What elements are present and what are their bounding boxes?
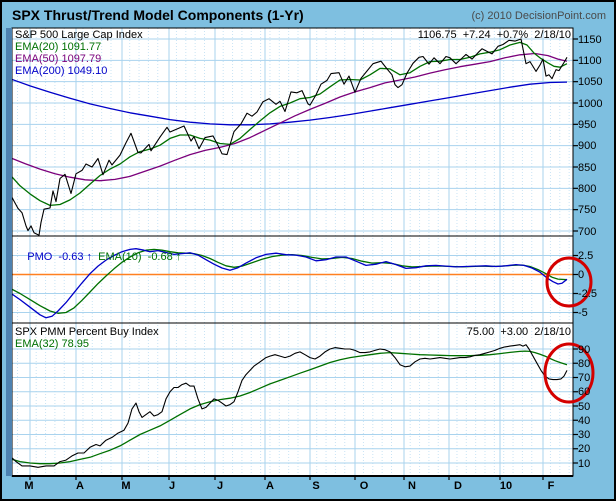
red-circle-annotation bbox=[543, 342, 595, 404]
red-circle-annotation bbox=[545, 256, 593, 308]
legend-ema200: EMA(200) 1049.10 bbox=[15, 65, 108, 77]
pmo-value-label: PMO -0.63 bbox=[27, 251, 87, 263]
series-pmo bbox=[9, 248, 568, 319]
series-percent-buy-index bbox=[9, 344, 568, 468]
y-axis-label: 40 bbox=[578, 414, 591, 427]
x-axis-month-label: F bbox=[547, 480, 555, 492]
y-axis-label: 900 bbox=[578, 140, 597, 153]
x-axis-month-label: M bbox=[121, 480, 131, 492]
y-axis-label: 950 bbox=[578, 118, 597, 131]
y-axis-label: 30 bbox=[578, 429, 591, 441]
price-quote: 1106.75 +7.24 +0.7% 2/18/10 bbox=[417, 29, 571, 41]
copyright-notice: (c) 2010 DecisionPoint.com bbox=[471, 10, 606, 22]
y-axis-label: 20 bbox=[578, 443, 591, 456]
y-axis-label: 700 bbox=[578, 225, 597, 238]
y-axis-label: 2.5 bbox=[578, 250, 594, 262]
price-panel-label: S&P 500 Large Cap Index bbox=[15, 29, 143, 41]
pbi-panel-label: SPX PMM Percent Buy Index bbox=[15, 326, 159, 338]
y-axis-label: -2.5 bbox=[578, 288, 597, 300]
legend-ema50: EMA(50) 1097.79 bbox=[15, 53, 102, 65]
y-axis-label: 90 bbox=[578, 343, 591, 356]
pmo-up-arrow-icon: ↑ bbox=[86, 251, 93, 263]
x-axis-month-label: A bbox=[76, 480, 84, 492]
x-axis-month-label: O bbox=[359, 480, 369, 492]
y-axis-label: 750 bbox=[578, 204, 597, 217]
x-axis-month-label: A bbox=[266, 480, 274, 492]
left-accent-strip bbox=[6, 28, 12, 476]
y-axis-label: -5 bbox=[578, 307, 588, 319]
pmo-panel-labels: PMO -0.63 ↑ EMA(10) -0.68 ↑ bbox=[15, 239, 181, 275]
legend-ema32: EMA(32) 78.95 bbox=[15, 338, 89, 350]
y-axis-label: 850 bbox=[578, 161, 597, 174]
y-axis-label: 50 bbox=[578, 400, 591, 413]
legend-ema20: EMA(20) 1091.77 bbox=[15, 41, 102, 53]
x-axis-month-label: N bbox=[408, 480, 416, 492]
pmo-ema-up-arrow-icon: ↑ bbox=[175, 251, 182, 263]
series-ema-32- bbox=[9, 350, 568, 465]
y-axis-label: 1000 bbox=[578, 97, 603, 110]
y-axis-label: 800 bbox=[578, 182, 597, 195]
x-axis-month-label: J bbox=[168, 480, 176, 492]
y-axis-label: 1100 bbox=[578, 54, 602, 67]
y-axis-label: 0 bbox=[578, 269, 585, 281]
x-axis-month-label: J bbox=[216, 480, 224, 492]
series-ema-50- bbox=[9, 52, 568, 182]
y-axis-label: 80 bbox=[578, 357, 591, 370]
panel-bg-0 bbox=[12, 28, 573, 236]
x-axis-month-label: M bbox=[24, 480, 34, 492]
panel-bg-1 bbox=[12, 236, 573, 323]
y-axis-label: 1050 bbox=[578, 76, 603, 89]
series-spx-close bbox=[9, 38, 568, 236]
x-axis-month-label: 10 bbox=[499, 480, 513, 492]
panel-bg-2 bbox=[12, 323, 573, 476]
series-ema-200- bbox=[9, 78, 568, 126]
pbi-quote: 75.00 +3.00 2/18/10 bbox=[466, 326, 571, 338]
y-axis-label: 10 bbox=[578, 457, 591, 470]
x-axis-month-label: S bbox=[312, 480, 320, 492]
chart-title: SPX Thrust/Trend Model Components (1-Yr) bbox=[12, 7, 304, 23]
y-axis-label: 70 bbox=[578, 372, 591, 384]
y-axis-label: 1150 bbox=[578, 33, 602, 46]
y-axis-label: 60 bbox=[578, 386, 591, 399]
x-axis-month-label: D bbox=[454, 480, 462, 492]
pmo-ema-value-label: EMA(10) -0.68 bbox=[92, 251, 176, 263]
